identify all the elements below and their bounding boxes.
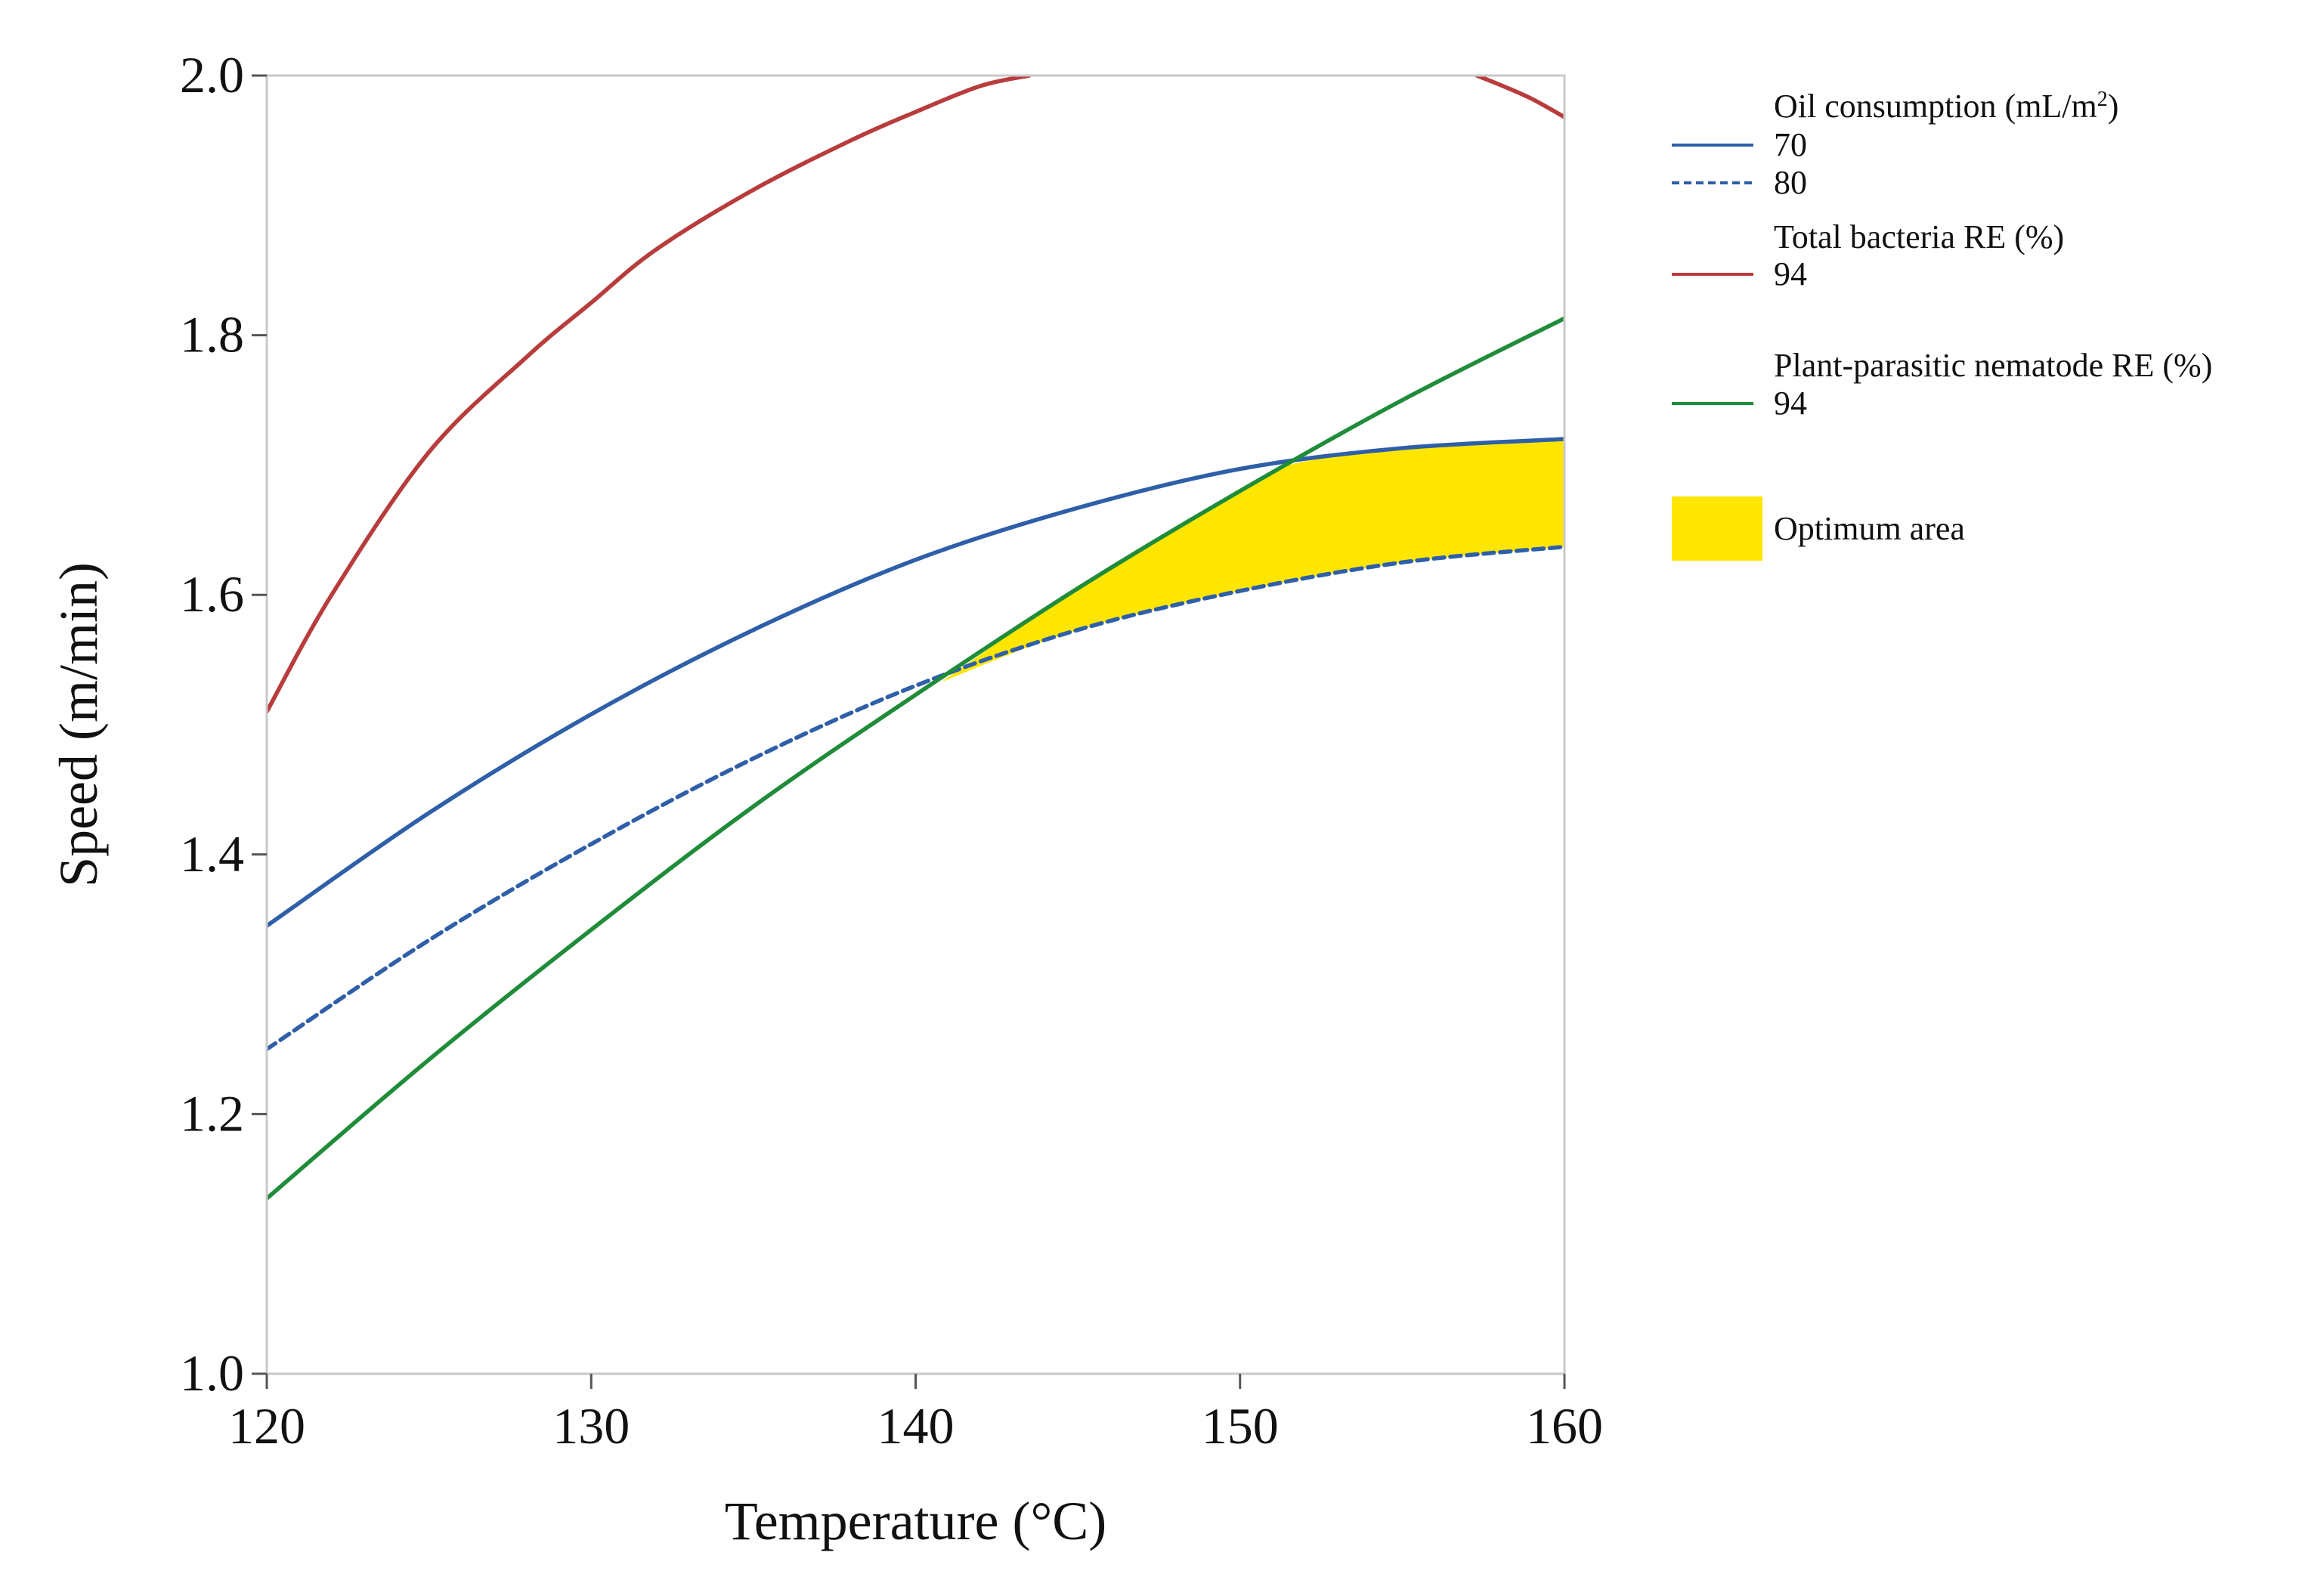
x-tick-label: 140	[877, 1397, 955, 1455]
x-tick-label: 120	[228, 1397, 305, 1455]
y-tick-label: 1.0	[180, 1344, 244, 1402]
legend-entry-label: 94	[1774, 255, 1807, 292]
y-axis-title: Speed (m/min)	[48, 562, 109, 887]
y-tick-label: 1.8	[180, 306, 244, 363]
x-axis-title: Temperature (°C)	[725, 1491, 1107, 1551]
x-tick-label: 150	[1202, 1397, 1279, 1455]
legend-entry-label: 94	[1774, 385, 1807, 422]
legend-optimum-swatch	[1672, 496, 1762, 561]
y-tick-label: 1.2	[180, 1084, 244, 1142]
legend-optimum-label: Optimum area	[1774, 510, 1965, 547]
y-tick-label: 1.4	[180, 825, 244, 883]
series-line-nem94	[267, 316, 1564, 1201]
plot-area	[267, 76, 1564, 1201]
legend-group-title: Total bacteria RE (%)	[1774, 218, 2064, 255]
series-line-bact94-segment-1	[267, 76, 1032, 714]
legend-entry-label: 70	[1774, 126, 1807, 163]
x-tick-label: 160	[1526, 1397, 1603, 1455]
axes: 1.0 1.2 1.4 1.6 1.8 2.0 120 130 140 150 160 Tempera…	[48, 46, 1603, 1551]
series-line-oil80	[267, 544, 1564, 1052]
plot-frame	[265, 74, 1566, 1375]
y-tick-label: 2.0	[180, 46, 244, 104]
x-tick-label: 130	[552, 1397, 630, 1455]
y-tick-label: 1.6	[180, 565, 244, 623]
legend-group-title: Plant-parasitic nematode RE (%)	[1774, 347, 2212, 384]
legend-group-title: Oil consumption (mL/m2)	[1774, 88, 2118, 125]
series-line-bact94-segment-2	[1475, 76, 1564, 119]
series-line-oil70	[267, 437, 1564, 929]
optimum-area-region	[941, 439, 1564, 682]
legend-entry-label: 80	[1774, 164, 1807, 201]
